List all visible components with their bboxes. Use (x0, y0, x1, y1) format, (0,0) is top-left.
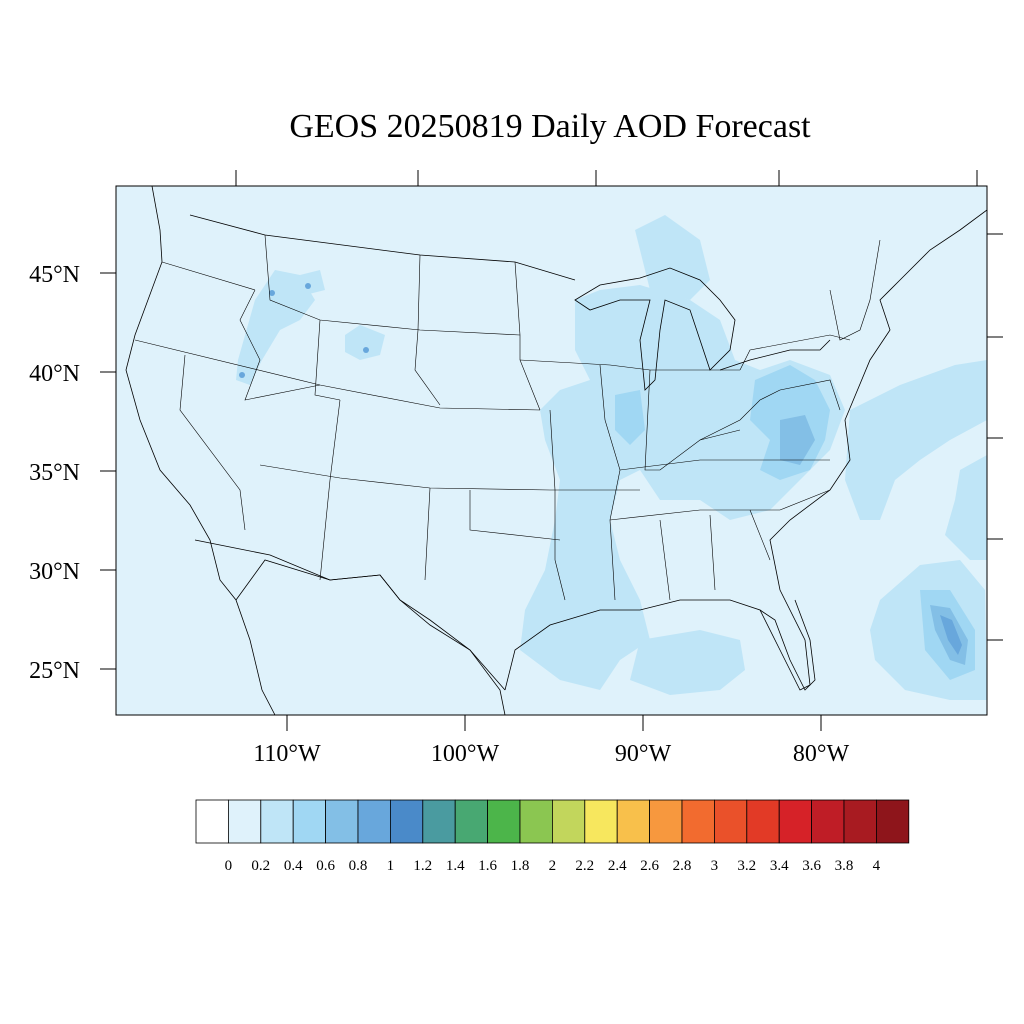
aod-hotspot-wyoming (363, 347, 369, 353)
aod-region-atlantic-south (945, 455, 987, 560)
colorbar-label: 3.6 (802, 858, 821, 874)
lat-label: 45°N (29, 262, 80, 288)
map-frame (115, 185, 988, 716)
colorbar-label: 3.8 (835, 858, 854, 874)
colorbar-label: 2 (549, 858, 557, 874)
colorbar-swatch (843, 799, 877, 844)
colorbar-label: 2.6 (640, 858, 659, 874)
lon-label: 110°W (253, 741, 321, 767)
aod-region-gulf (630, 630, 745, 695)
colorbar-label: 1.2 (413, 858, 432, 874)
state-lines (134, 234, 881, 601)
lat-label: 35°N (29, 460, 80, 486)
lat-label: 30°N (29, 559, 80, 585)
colorbar-label: 3.2 (737, 858, 756, 874)
lon-labels: 110°W 100°W 90°W 80°W (253, 741, 849, 767)
lat-labels: 45°N 40°N 35°N 30°N 25°N (29, 262, 80, 684)
colorbar-swatch (357, 799, 391, 844)
aod-hotspot-montana-2 (305, 283, 311, 289)
colorbar-label: 2.2 (575, 858, 594, 874)
colorbar-swatch (292, 799, 327, 844)
colorbar-swatch (649, 799, 683, 844)
colorbar-swatch (811, 799, 845, 844)
colorbar-swatch (422, 799, 456, 844)
colorbar-label: 0.2 (251, 858, 270, 874)
florida-peninsula (759, 599, 816, 691)
colorbar-label: 0.6 (316, 858, 335, 874)
colorbar-label: 2.8 (673, 858, 692, 874)
colorbar-swatch (260, 799, 294, 844)
colorbar-label: 3 (711, 858, 719, 874)
colorbar-swatch (714, 799, 748, 844)
aod-field (236, 215, 987, 700)
colorbar-label: 3.4 (770, 858, 789, 874)
colorbar (195, 799, 910, 844)
colorbar-swatch (389, 799, 424, 844)
boundaries (125, 186, 987, 715)
colorbar-label: 1 (387, 858, 395, 874)
aod-hotspot-montana-1 (269, 290, 275, 296)
aod-region-virginia (780, 415, 815, 465)
aod-region-atlantic-plume (845, 360, 987, 520)
mexico-border (194, 539, 506, 691)
colorbar-swatch (519, 799, 553, 844)
colorbar-swatch (454, 799, 489, 844)
colorbar-label: 2.4 (608, 858, 627, 874)
colorbar-swatch (487, 799, 521, 844)
lat-label: 40°N (29, 361, 80, 387)
colorbar-swatch (325, 799, 359, 844)
colorbar-label: 0 (225, 858, 233, 874)
colorbar-label: 4 (873, 858, 881, 874)
colorbar-swatch (195, 799, 229, 844)
map-title: GEOS 20250819 Daily AOD Forecast (289, 108, 811, 145)
colorbar-swatch (584, 799, 618, 844)
aod-hotspot-idaho (239, 372, 245, 378)
colorbar-swatch (227, 799, 262, 844)
great-lakes (574, 267, 831, 391)
aod-region-montana (300, 270, 325, 295)
colorbar-label: 0.8 (349, 858, 368, 874)
lat-label: 25°N (29, 658, 80, 684)
colorbar-labels: 0 0.2 0.4 0.6 0.8 1 1.2 1.4 1.6 1.8 2 2.2 2.4 2.6 2.8 3… (225, 858, 881, 874)
colorbar-label: 1.8 (511, 858, 530, 874)
colorbar-swatch (681, 799, 715, 844)
colorbar-label: 1.4 (446, 858, 465, 874)
colorbar-label: 1.6 (478, 858, 497, 874)
aod-region-bahamas-max (940, 615, 962, 655)
colorbar-swatch (552, 799, 586, 844)
colorbar-label: 0.4 (284, 858, 303, 874)
tick-marks (100, 170, 1003, 731)
aod-region-illinois (615, 390, 645, 445)
colorbar-swatch (746, 799, 780, 844)
aod-region-idaho (236, 270, 315, 385)
lon-label: 80°W (793, 741, 850, 767)
lon-label: 100°W (431, 741, 500, 767)
colorbar-swatch (616, 799, 651, 844)
lon-label: 90°W (615, 741, 672, 767)
colorbar-swatch (876, 799, 910, 844)
aod-region-lake-michigan (635, 215, 710, 300)
aod-region-wyoming (345, 325, 385, 360)
colorbar-swatch (778, 799, 813, 844)
